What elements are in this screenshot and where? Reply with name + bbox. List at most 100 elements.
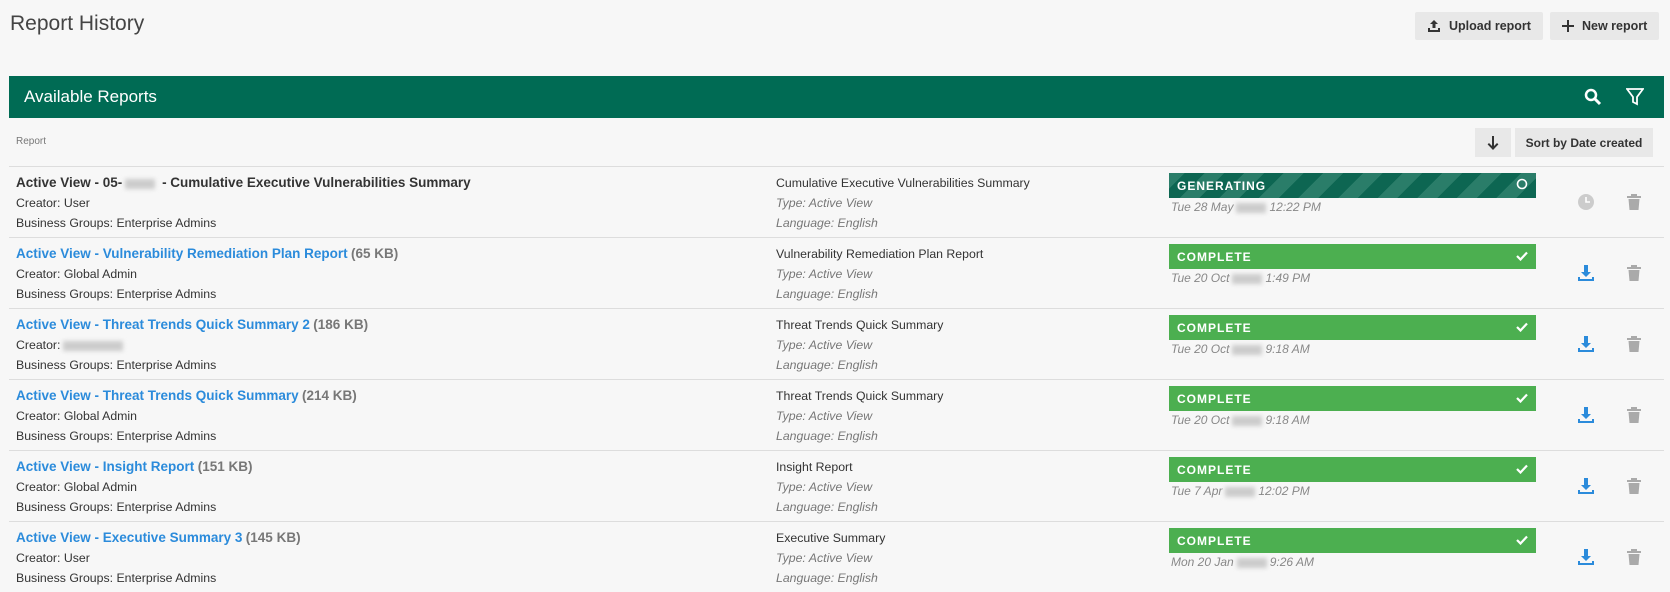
delete-button[interactable] bbox=[1626, 335, 1642, 356]
status-label: COMPLETE bbox=[1177, 249, 1252, 264]
report-name: - Cumulative Executive Vulnerabilities S… bbox=[158, 175, 471, 190]
creator: Creator: Global Admin bbox=[16, 267, 137, 281]
template: Threat Trends Quick Summary bbox=[776, 389, 944, 403]
name-line: Active View - Vulnerability Remediation … bbox=[16, 244, 398, 264]
delete-button[interactable] bbox=[1626, 477, 1642, 498]
date-time: 12:02 PM bbox=[1258, 484, 1310, 498]
check-icon bbox=[1516, 251, 1528, 261]
report-link[interactable]: Active View - Threat Trends Quick Summar… bbox=[16, 317, 310, 332]
report-link[interactable]: Active View - Executive Summary 3 bbox=[16, 530, 243, 545]
delete-button[interactable] bbox=[1626, 406, 1642, 427]
redacted bbox=[1232, 415, 1263, 426]
redacted bbox=[1236, 202, 1267, 213]
report-link[interactable]: Active View - Threat Trends Quick Summar… bbox=[16, 388, 299, 403]
status-badge: COMPLETE bbox=[1169, 315, 1536, 340]
trash-icon bbox=[1627, 194, 1641, 210]
date-day: Tue 7 Apr bbox=[1171, 484, 1223, 498]
creator-line: Creator: bbox=[16, 335, 368, 355]
name-line: Active View - Threat Trends Quick Summar… bbox=[16, 315, 368, 335]
status-badge: COMPLETE bbox=[1169, 528, 1536, 553]
template: Executive Summary bbox=[776, 531, 886, 545]
upload-label: Upload report bbox=[1449, 19, 1531, 33]
report-size: (65 KB) bbox=[351, 246, 399, 261]
download-button[interactable] bbox=[1577, 406, 1595, 427]
download-icon bbox=[1578, 478, 1594, 494]
date-time: 9:18 AM bbox=[1265, 413, 1310, 427]
new-report-button[interactable]: New report bbox=[1550, 12, 1660, 40]
download-icon bbox=[1578, 549, 1594, 565]
business-groups: Business Groups: Enterprise Admins bbox=[16, 358, 217, 372]
panel-header: Available Reports bbox=[9, 76, 1664, 118]
trash-icon bbox=[1627, 407, 1641, 423]
redacted bbox=[1225, 486, 1256, 497]
check-icon bbox=[1516, 322, 1528, 332]
upload-button[interactable]: Upload report bbox=[1415, 12, 1543, 40]
status-badge: COMPLETE bbox=[1169, 386, 1536, 411]
creator-line: Creator: User bbox=[16, 193, 471, 213]
report-row: Active View - Vulnerability Remediation … bbox=[9, 237, 1664, 308]
report-info: Active View - Executive Summary 3 (145 K… bbox=[16, 528, 301, 588]
download-button[interactable] bbox=[1577, 548, 1595, 569]
template: Insight Report bbox=[776, 460, 853, 474]
report-link[interactable]: Active View - Insight Report bbox=[16, 459, 195, 474]
report-info: Active View - Vulnerability Remediation … bbox=[16, 244, 398, 304]
created-date: Mon 20 Jan 9:26 AM bbox=[1171, 555, 1314, 569]
date-time: 9:18 AM bbox=[1265, 342, 1310, 356]
creator: Creator: Global Admin bbox=[16, 409, 137, 423]
sort-button[interactable]: Sort by Date created bbox=[1515, 128, 1653, 157]
creator-line: Creator: Global Admin bbox=[16, 264, 398, 284]
created-date: Tue 20 Oct 9:18 AM bbox=[1171, 413, 1310, 427]
search-icon[interactable] bbox=[1584, 88, 1602, 106]
creator-line: Creator: Global Admin bbox=[16, 406, 357, 426]
report-type: Type: Active View bbox=[776, 551, 873, 565]
filter-icon[interactable] bbox=[1626, 88, 1644, 106]
trash-icon bbox=[1627, 549, 1641, 565]
language: Language: English bbox=[776, 571, 878, 585]
delete-button[interactable] bbox=[1626, 548, 1642, 569]
panel-title: Available Reports bbox=[24, 87, 157, 106]
status-icon bbox=[1516, 392, 1528, 406]
download-icon bbox=[1578, 265, 1594, 281]
download-button[interactable] bbox=[1577, 335, 1595, 356]
template-info: Insight Report Type: Active View Language:… bbox=[776, 457, 878, 517]
report-info: Active View - Insight Report (151 KB) Cre… bbox=[16, 457, 252, 517]
report-row: Active View - Insight Report (151 KB) Cre… bbox=[9, 450, 1664, 521]
business-groups: Business Groups: Enterprise Admins bbox=[16, 429, 217, 443]
name-line: Active View - 05- - Cumulative Executive… bbox=[16, 173, 471, 193]
name-line: Active View - Insight Report (151 KB) bbox=[16, 457, 252, 477]
clock-icon bbox=[1578, 194, 1594, 210]
status-label: COMPLETE bbox=[1177, 391, 1252, 406]
created-date: Tue 20 Oct 1:49 PM bbox=[1171, 271, 1310, 285]
sort-direction[interactable] bbox=[1475, 128, 1511, 157]
check-icon bbox=[1516, 393, 1528, 403]
trash-icon bbox=[1627, 265, 1641, 281]
status-badge: GENERATING bbox=[1169, 173, 1536, 198]
sort-control[interactable]: Sort by Date created bbox=[1475, 128, 1653, 157]
upload-icon bbox=[1428, 20, 1440, 32]
delete-button[interactable] bbox=[1626, 193, 1642, 214]
language: Language: English bbox=[776, 429, 878, 443]
language: Language: English bbox=[776, 216, 878, 230]
creator-line: Creator: User bbox=[16, 548, 301, 568]
status-icon bbox=[1516, 534, 1528, 548]
business-groups: Business Groups: Enterprise Admins bbox=[16, 287, 217, 301]
template-info: Threat Trends Quick Summary Type: Active … bbox=[776, 315, 943, 375]
report-size: (214 KB) bbox=[302, 388, 357, 403]
status-icon bbox=[1516, 321, 1528, 335]
delete-button[interactable] bbox=[1626, 264, 1642, 285]
download-button[interactable] bbox=[1577, 264, 1595, 285]
status-badge: COMPLETE bbox=[1169, 457, 1536, 482]
redacted bbox=[1232, 344, 1263, 355]
status-badge: COMPLETE bbox=[1169, 244, 1536, 269]
date-day: Tue 20 Oct bbox=[1171, 342, 1230, 356]
download-button[interactable] bbox=[1577, 477, 1595, 498]
created-date: Tue 7 Apr 12:02 PM bbox=[1171, 484, 1310, 498]
plus-icon bbox=[1562, 20, 1574, 32]
spinner-icon bbox=[1516, 178, 1528, 190]
download-icon bbox=[1578, 407, 1594, 423]
page: Report History Upload report New report … bbox=[9, 12, 1664, 585]
arrow-down-icon bbox=[1487, 135, 1499, 150]
report-link[interactable]: Active View - Vulnerability Remediation … bbox=[16, 246, 348, 261]
column-header: Report bbox=[16, 136, 47, 147]
name-line: Active View - Executive Summary 3 (145 K… bbox=[16, 528, 301, 548]
